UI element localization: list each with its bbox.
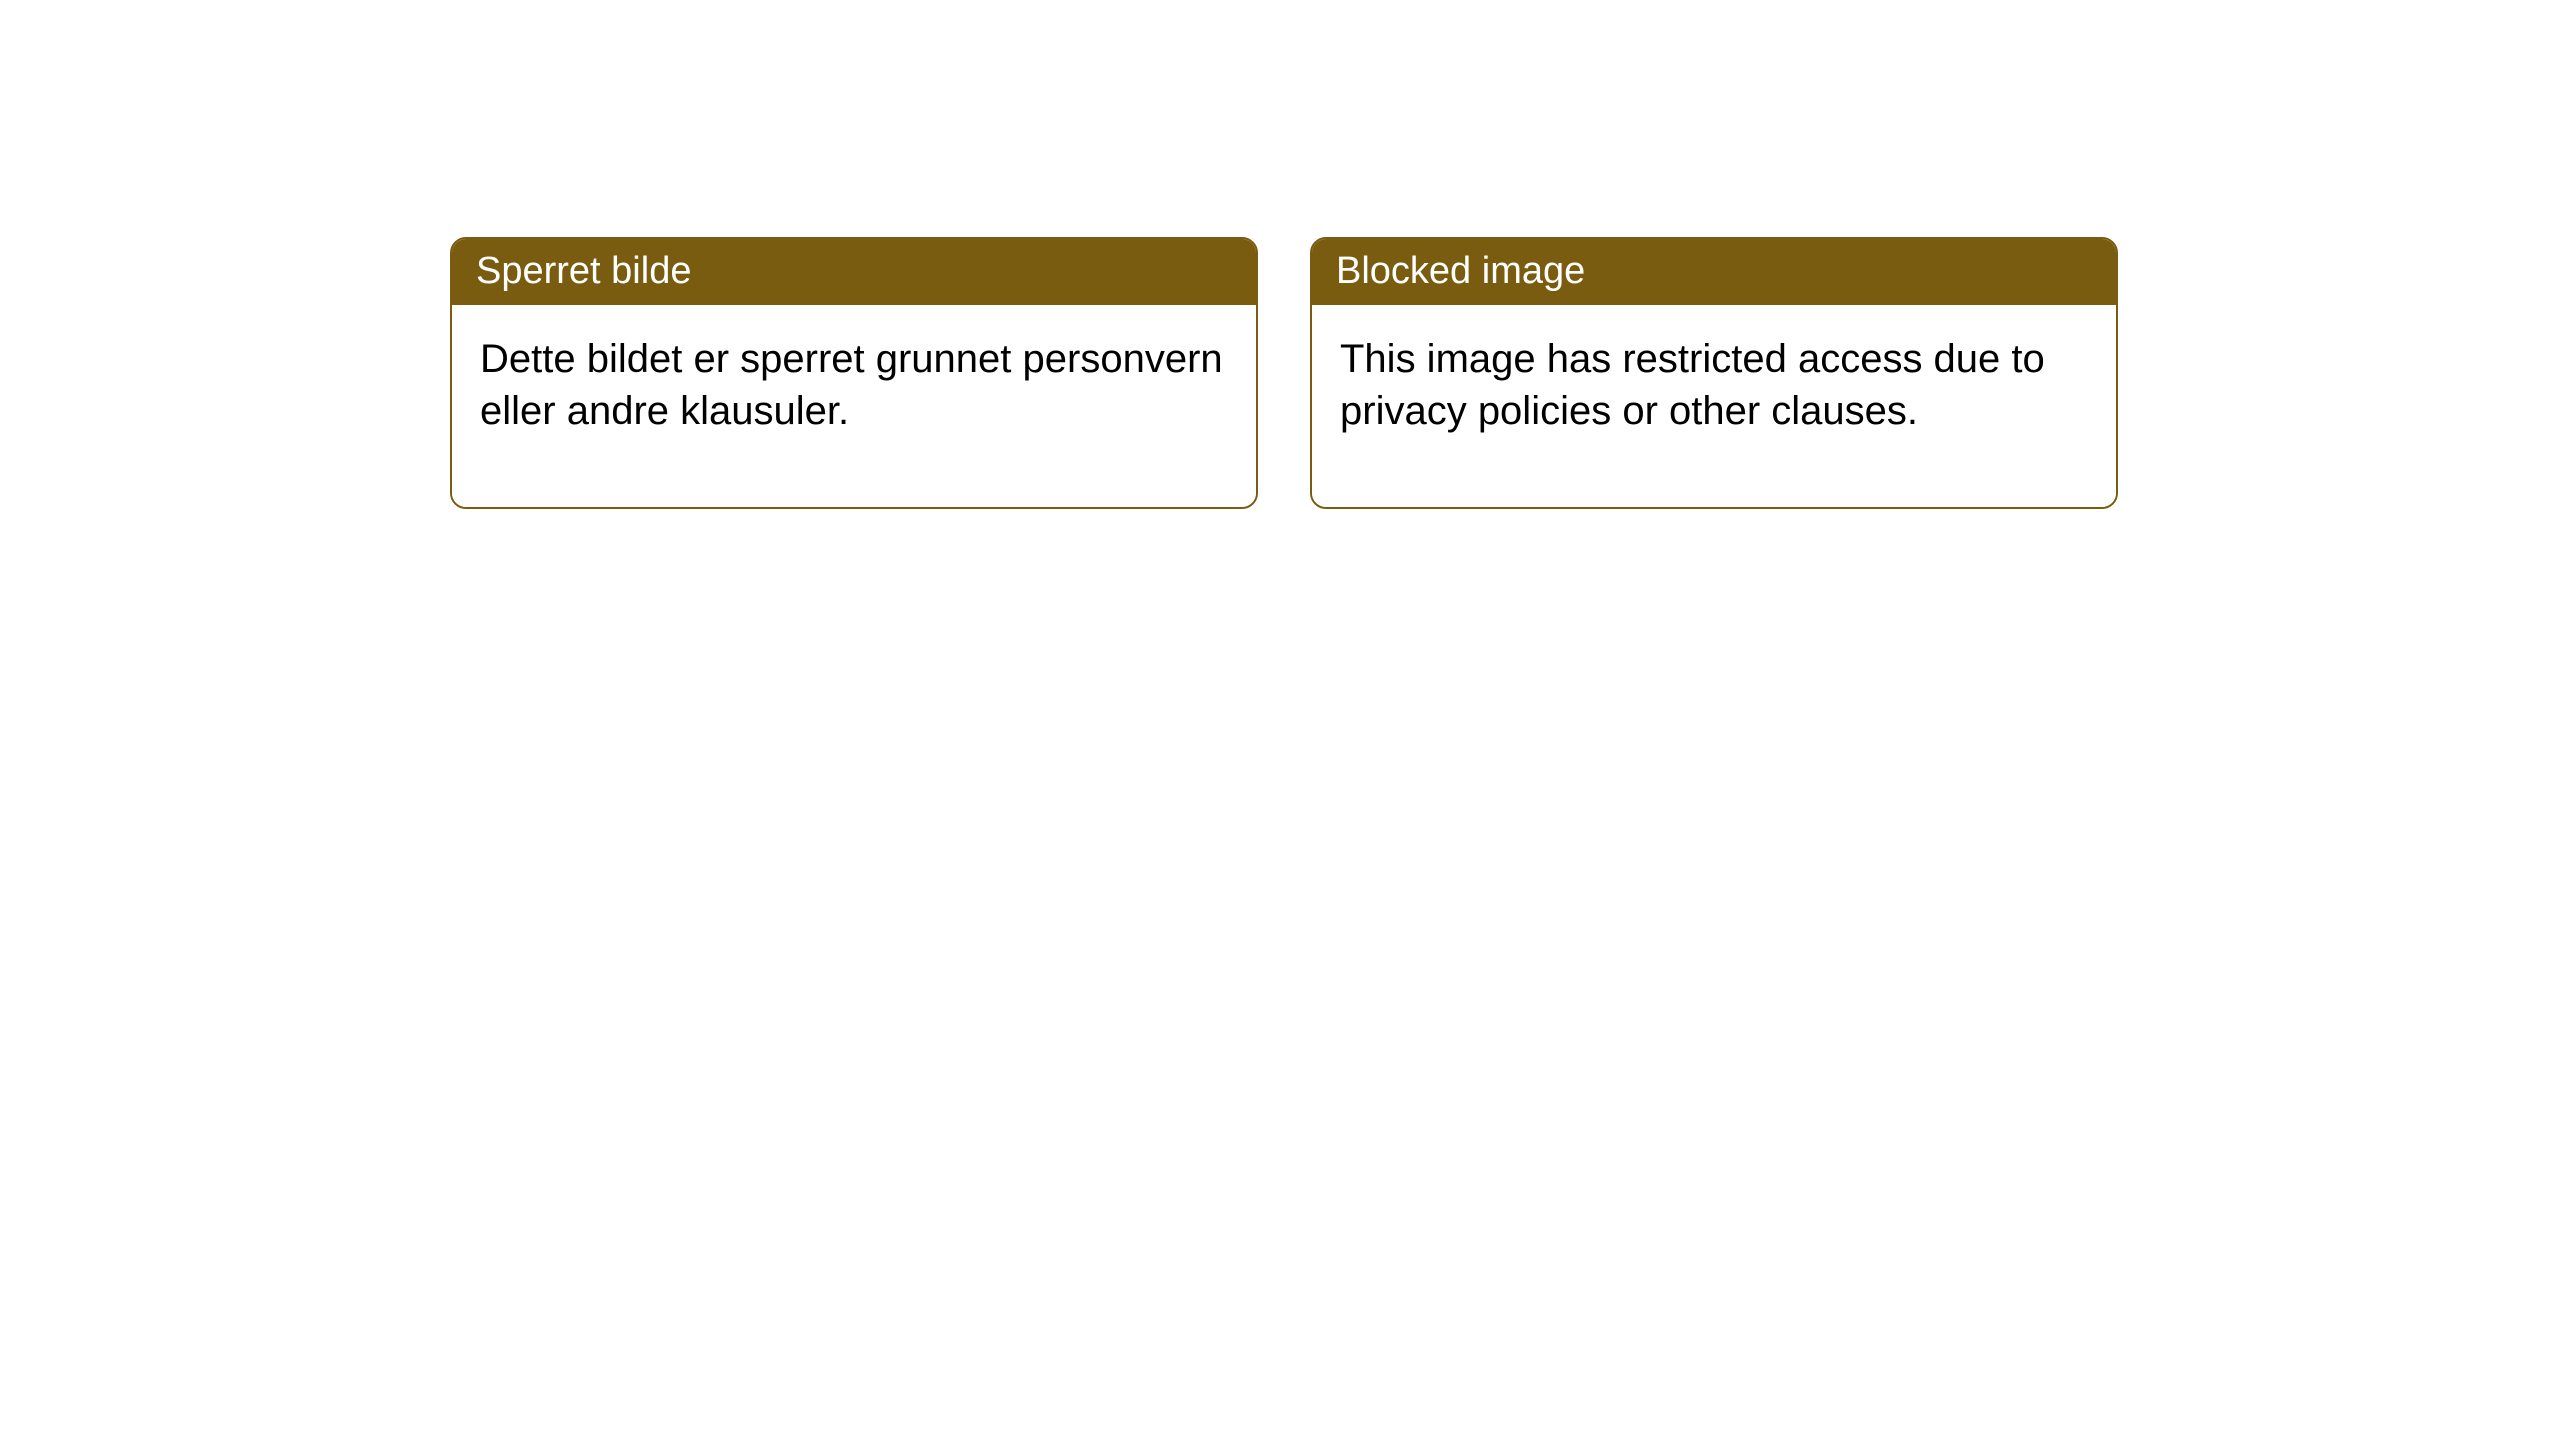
notice-card-english: Blocked image This image has restricted … [1310, 237, 2118, 509]
notice-body: Dette bildet er sperret grunnet personve… [452, 305, 1256, 507]
notice-body: This image has restricted access due to … [1312, 305, 2116, 507]
notice-container: Sperret bilde Dette bildet er sperret gr… [450, 237, 2118, 509]
notice-card-norwegian: Sperret bilde Dette bildet er sperret gr… [450, 237, 1258, 509]
notice-header: Sperret bilde [452, 239, 1256, 305]
notice-header: Blocked image [1312, 239, 2116, 305]
